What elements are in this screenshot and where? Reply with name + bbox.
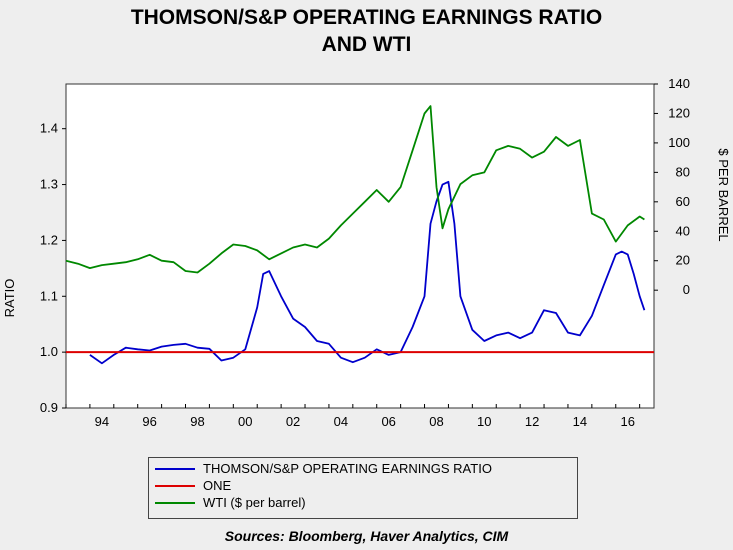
legend-label-one: ONE xyxy=(203,478,232,493)
x-tick-label: 16 xyxy=(620,414,634,429)
x-tick-label: 12 xyxy=(525,414,539,429)
left-tick-label: 1.0 xyxy=(40,344,58,359)
left-tick-label: 1.1 xyxy=(40,288,58,303)
legend-swatch-wti xyxy=(155,502,195,504)
series-line-wti xyxy=(65,105,645,274)
right-tick-label: 20 xyxy=(676,253,690,268)
chart-title-line-1: THOMSON/S&P OPERATING EARNINGS RATIO xyxy=(130,6,603,29)
chart-title: THOMSON/S&P OPERATING EARNINGS RATIO AND… xyxy=(0,4,733,58)
right-axis: 0 20 40 60 80 100 120 140 xyxy=(654,76,690,297)
x-tick-label: 02 xyxy=(286,414,300,429)
legend-swatch-one xyxy=(155,485,195,487)
x-tick-label: 94 xyxy=(95,414,109,429)
right-tick-label: 140 xyxy=(668,76,690,91)
x-tick-label: 06 xyxy=(381,414,395,429)
x-tick-label: 98 xyxy=(190,414,204,429)
chart-title-line-2: AND WTI xyxy=(321,33,412,56)
legend-label-wti: WTI ($ per barrel) xyxy=(203,495,306,510)
right-tick-label: 100 xyxy=(668,135,690,150)
right-axis-title: $ PER BARREL xyxy=(716,148,731,241)
x-axis: 94 96 98 00 02 04 06 08 10 12 14 16 xyxy=(65,404,641,429)
x-tick-label: 08 xyxy=(429,414,443,429)
legend-swatch-ratio xyxy=(155,468,195,470)
source-note: Sources: Bloomberg, Haver Analytics, CIM xyxy=(224,528,509,544)
right-tick-label: 0 xyxy=(683,282,690,297)
x-tick-label: 10 xyxy=(477,414,491,429)
right-tick-label: 60 xyxy=(676,194,690,209)
left-axis-title: RATIO xyxy=(2,279,17,318)
legend-label-ratio: THOMSON/S&P OPERATING EARNINGS RATIO xyxy=(203,461,492,476)
right-tick-label: 120 xyxy=(668,105,690,120)
x-tick-label: 00 xyxy=(238,414,252,429)
legend: THOMSON/S&P OPERATING EARNINGS RATIO ONE… xyxy=(148,457,578,519)
left-tick-label: 1.3 xyxy=(40,177,58,192)
left-tick-label: 1.4 xyxy=(40,121,58,136)
right-tick-label: 80 xyxy=(676,164,690,179)
left-tick-label: 0.9 xyxy=(40,400,58,415)
left-tick-label: 1.2 xyxy=(40,232,58,247)
series-line-earnings-ratio xyxy=(89,180,646,365)
series-layer xyxy=(65,105,654,365)
x-tick-label: 04 xyxy=(334,414,348,429)
x-tick-label: 96 xyxy=(142,414,156,429)
x-tick-label: 14 xyxy=(573,414,587,429)
left-axis: 0.9 1.0 1.1 1.2 1.3 1.4 xyxy=(40,121,66,415)
right-tick-label: 40 xyxy=(676,223,690,238)
